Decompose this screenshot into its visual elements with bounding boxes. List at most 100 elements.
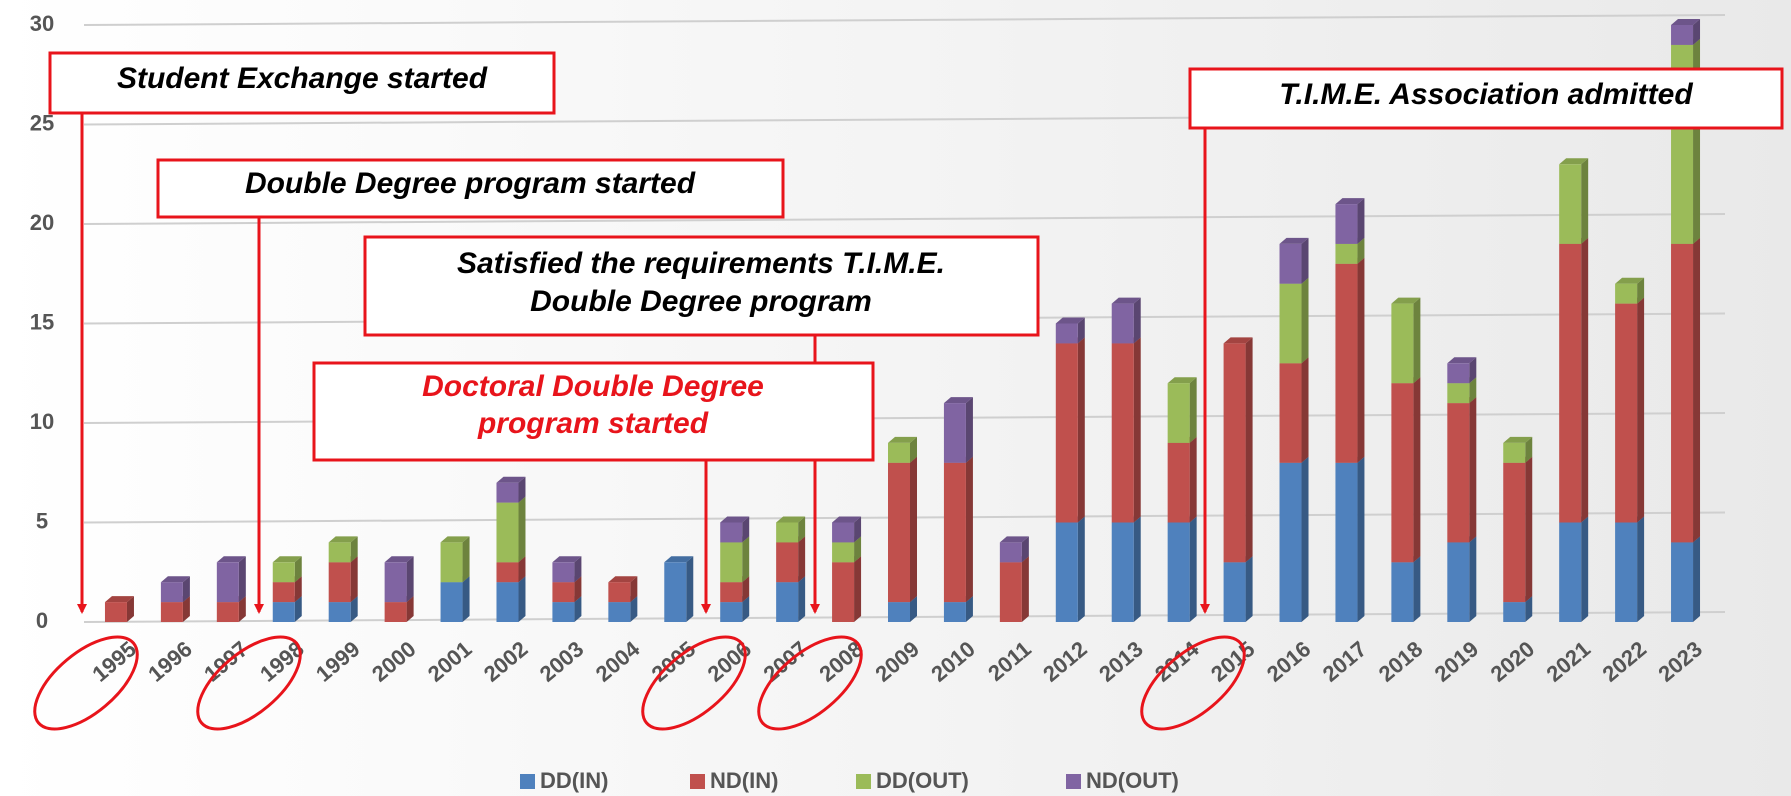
- bar-side: [1581, 516, 1589, 622]
- bar-side: [238, 596, 246, 622]
- bar: [496, 582, 519, 622]
- bar: [776, 582, 799, 622]
- legend-swatch: [1066, 774, 1081, 789]
- bar-top: [1671, 19, 1701, 25]
- bar-side: [518, 576, 526, 622]
- bar-side: [798, 516, 806, 543]
- bar-side: [798, 536, 806, 583]
- bar: [1055, 522, 1078, 622]
- bar-side: [798, 576, 806, 622]
- bar-side: [630, 596, 638, 622]
- bar: [160, 582, 183, 603]
- bar-side: [1693, 536, 1701, 622]
- bar: [1167, 442, 1190, 523]
- bar: [384, 602, 407, 622]
- bar-side: [1637, 297, 1645, 523]
- bar-side: [965, 397, 973, 463]
- y-tick-label: 30: [30, 11, 54, 36]
- bar-side: [854, 536, 862, 563]
- bar-side: [1525, 456, 1533, 603]
- bar: [384, 562, 407, 603]
- bar: [999, 542, 1022, 563]
- bar: [608, 582, 631, 603]
- bar-side: [854, 556, 862, 622]
- bar: [832, 562, 855, 622]
- bar-side: [294, 596, 302, 622]
- highlight-oval: [196, 635, 302, 731]
- bar: [720, 602, 743, 622]
- bar: [1447, 383, 1470, 404]
- bar: [1111, 303, 1134, 344]
- legend-label: DD(IN): [540, 768, 608, 793]
- bar-top: [552, 556, 582, 563]
- bar-side: [574, 596, 582, 622]
- bar-side: [574, 556, 582, 583]
- bar-side: [1021, 536, 1029, 563]
- bar: [888, 442, 910, 463]
- legend-swatch: [520, 774, 535, 789]
- bar: [272, 602, 295, 622]
- bar: [1279, 283, 1302, 364]
- bar-top: [496, 476, 526, 483]
- bar-side: [1469, 397, 1477, 543]
- bar: [1391, 383, 1414, 563]
- bar: [552, 602, 575, 622]
- bar: [1111, 343, 1134, 523]
- bar-side: [1581, 158, 1589, 244]
- bar-top: [160, 576, 190, 583]
- legend-label: ND(OUT): [1086, 768, 1179, 793]
- bar-side: [1133, 516, 1141, 622]
- bar-side: [1413, 556, 1421, 622]
- bar-side: [1189, 436, 1197, 523]
- bar-side: [965, 596, 973, 622]
- y-tick-label: 5: [36, 508, 48, 533]
- highlight-oval: [33, 635, 139, 731]
- bar: [1503, 442, 1526, 463]
- bar: [1111, 522, 1134, 622]
- bar: [1335, 243, 1358, 264]
- highlight-oval: [757, 635, 863, 731]
- bar: [1335, 204, 1358, 244]
- bar: [943, 462, 966, 603]
- bar-side: [965, 456, 973, 603]
- bar-side: [1413, 297, 1421, 384]
- annotation-box: [1188, 67, 1784, 130]
- bar: [1335, 462, 1358, 622]
- bar-top: [440, 536, 470, 543]
- bar-top: [272, 556, 302, 563]
- bar: [552, 562, 575, 583]
- bar-side: [1077, 317, 1085, 344]
- bar: [1279, 243, 1302, 284]
- bar-side: [630, 576, 638, 603]
- bar-side: [518, 476, 526, 503]
- bar-side: [294, 576, 302, 603]
- bar: [1447, 542, 1470, 622]
- bar-side: [574, 576, 582, 603]
- bar-top: [1223, 337, 1253, 344]
- bar-side: [742, 576, 750, 603]
- bar: [1559, 243, 1582, 523]
- bar: [1503, 602, 1526, 622]
- bar-top: [384, 556, 414, 563]
- bar-side: [910, 596, 917, 622]
- y-tick-label: 20: [30, 210, 54, 235]
- bar-side: [1637, 277, 1645, 304]
- annotation: T.I.M.E. Association admitted: [1279, 78, 1693, 111]
- bar-side: [1581, 237, 1589, 523]
- bar: [1167, 522, 1190, 622]
- legend-swatch: [856, 774, 871, 789]
- bar-top: [664, 556, 694, 563]
- bar-side: [1469, 377, 1477, 404]
- bar-side: [406, 596, 414, 622]
- annotation: Double Degree program started: [245, 167, 696, 200]
- annotation-box: [156, 158, 785, 219]
- annotations: Student Exchange started Double Degree p…: [33, 51, 1784, 731]
- bar: [272, 582, 295, 603]
- bar: [776, 522, 799, 543]
- bar: [216, 562, 239, 603]
- bar-side: [1301, 456, 1309, 622]
- bar: [720, 582, 743, 603]
- bar-top: [776, 516, 806, 523]
- bar-side: [910, 436, 917, 463]
- bar: [1559, 164, 1582, 244]
